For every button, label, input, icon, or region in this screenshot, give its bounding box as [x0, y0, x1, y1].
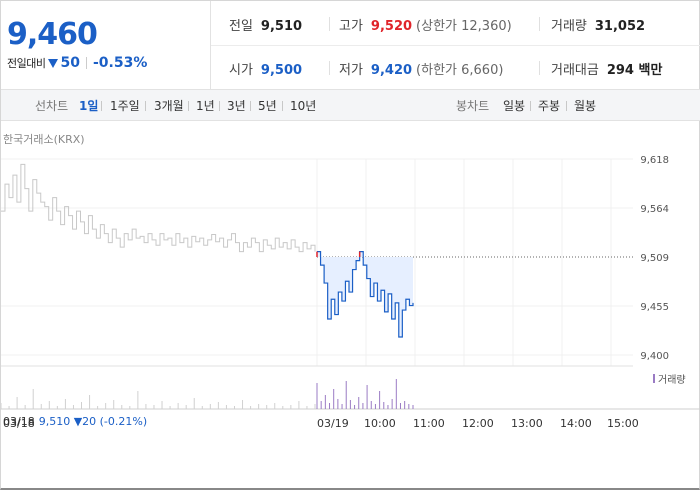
x-tick-label: 10:00 [364, 417, 396, 430]
tab-5year[interactable]: 5년 [258, 99, 277, 113]
prev-day-series-line [1, 163, 316, 253]
stat-value: 9,500 [260, 63, 303, 78]
volume-legend: 거래량 [653, 374, 686, 386]
y-tick-label: 9,509 [640, 253, 669, 264]
x-axis-labels: 03/18 03/19 10:00 11:00 12:00 13:00 14:0… [3, 417, 639, 430]
stat-value: 31,052 [594, 19, 646, 34]
prev-day-date: 03/18 [3, 415, 35, 428]
y-tick-label: 9,564 [640, 204, 669, 215]
x-tick-label: 03/19 [317, 417, 349, 430]
x-tick-label: 03/18 [3, 417, 35, 430]
price-panel: 9,460 전일대비 50 -0.53% [1, 1, 211, 89]
divider [85, 57, 87, 69]
change-label: 전일대비 [7, 57, 46, 70]
x-tick-label: 11:00 [413, 417, 445, 430]
current-price: 9,460 [7, 17, 98, 52]
candle-chart-label: 봉차트 [456, 99, 490, 113]
divider [530, 101, 531, 111]
divider [539, 61, 540, 75]
stat-label: 시가 [229, 63, 253, 78]
tab-3month[interactable]: 3개월 [154, 99, 184, 113]
data-source-label: 한국거래소(KRX) [3, 133, 85, 146]
divider [188, 101, 189, 111]
change-row: 전일대비 50 -0.53% [7, 55, 147, 71]
stat-volume: 거래량 31,052 [551, 15, 645, 34]
divider [539, 17, 540, 31]
divider [329, 61, 330, 75]
stat-value: 294 백만 [606, 63, 663, 78]
tab-monthly[interactable]: 월봉 [574, 99, 597, 113]
line-chart-label: 선차트 [35, 99, 69, 113]
stat-prev-close: 전일 9,510 [229, 15, 302, 34]
y-axis-labels: 9,618 9,564 9,509 9,455 9,400 [640, 155, 669, 362]
divider [219, 101, 220, 111]
series-layer [1, 163, 414, 338]
stat-trade-amount: 거래대금 294 백만 [551, 59, 662, 78]
tab-3year[interactable]: 3년 [227, 99, 246, 113]
stat-high: 고가 9,520 (상한가 12,360) [339, 15, 512, 34]
tab-1week[interactable]: 1주일 [110, 99, 140, 113]
stats-panel: 전일 9,510 고가 9,520 (상한가 12,360) 거래량 31,052 시가… [211, 1, 700, 89]
upper-limit: (상한가 12,360) [416, 19, 512, 34]
tab-daily[interactable]: 일봉 [503, 99, 526, 113]
today-area-fill [317, 251, 413, 338]
stat-label: 거래대금 [551, 63, 599, 78]
divider [145, 101, 146, 111]
volume-legend-swatch [653, 374, 655, 383]
stat-low: 저가 9,420 (하한가 6,660) [339, 59, 503, 78]
stat-label: 고가 [339, 19, 363, 34]
stat-label: 거래량 [551, 19, 587, 34]
y-tick-label: 9,400 [640, 351, 669, 362]
tab-1year[interactable]: 1년 [196, 99, 215, 113]
stat-open: 시가 9,500 [229, 59, 302, 78]
stat-value: 9,510 [260, 19, 303, 34]
prev-day-summary: 03/18 9,510 ▼20 (-0.21%) [3, 415, 147, 428]
x-tick-label: 14:00 [560, 417, 592, 430]
volume-legend-label: 거래량 [658, 374, 686, 386]
stat-label: 저가 [339, 63, 363, 78]
x-tick-label: 15:00 [607, 417, 639, 430]
chart-tab-bar: 선차트 1일 1주일 3개월 1년 3년 5년 10년 봉차트 일봉 주봉 월봉 [1, 89, 700, 121]
down-triangle-icon [48, 58, 59, 68]
divider [566, 101, 567, 111]
tab-1day[interactable]: 1일 [79, 99, 99, 113]
today-series-line [317, 251, 414, 338]
change-value: 50 [60, 55, 80, 71]
divider [211, 45, 700, 46]
grid [1, 158, 700, 410]
stat-label: 전일 [229, 19, 253, 34]
prev-day-info: 9,510 ▼20 (-0.21%) [38, 415, 148, 428]
y-tick-label: 9,455 [640, 302, 669, 313]
volume-layer [1, 379, 414, 409]
divider [101, 101, 102, 111]
divider [329, 17, 330, 31]
change-rate: -0.53% [92, 55, 148, 71]
lower-limit: (하한가 6,660) [416, 63, 504, 78]
y-tick-label: 9,618 [640, 155, 669, 166]
x-tick-label: 12:00 [462, 417, 494, 430]
stat-value: 9,420 [370, 63, 413, 78]
tab-10year[interactable]: 10년 [290, 99, 317, 113]
tab-weekly[interactable]: 주봉 [538, 99, 561, 113]
divider [282, 101, 283, 111]
x-tick-label: 13:00 [511, 417, 543, 430]
stat-value: 9,520 [370, 19, 413, 34]
divider [250, 101, 251, 111]
